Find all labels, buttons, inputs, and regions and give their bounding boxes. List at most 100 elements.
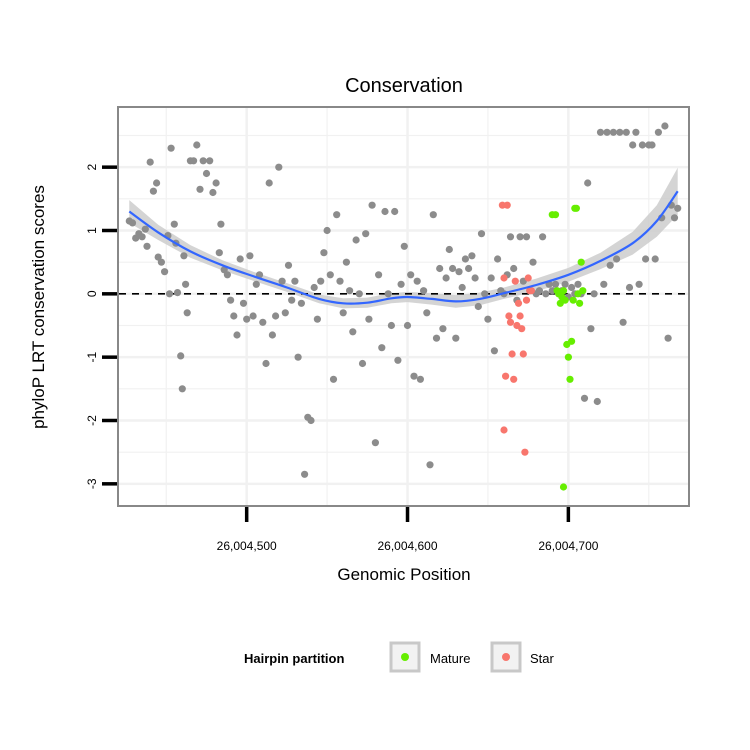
point-other — [529, 258, 537, 266]
y-tick-label: -1 — [85, 352, 99, 363]
point-other — [199, 157, 207, 165]
point-other — [468, 252, 476, 260]
point-other — [423, 309, 431, 317]
point-other — [661, 122, 669, 130]
legend-title: Hairpin partition — [244, 651, 344, 666]
point-other — [307, 416, 315, 425]
point-other — [339, 309, 347, 317]
point-other — [375, 271, 383, 279]
point-mature — [576, 299, 584, 307]
point-other — [452, 334, 460, 342]
point-other — [481, 290, 489, 298]
point-other — [619, 318, 627, 326]
point-star — [521, 448, 529, 456]
point-other — [284, 261, 293, 269]
legend-item-star[interactable]: Star — [490, 641, 555, 673]
point-mature — [568, 337, 576, 345]
point-other — [368, 201, 376, 209]
point-other — [170, 220, 178, 228]
point-other — [568, 283, 576, 292]
point-mature — [559, 287, 568, 295]
x-tick-label: 26,004,600 — [377, 539, 437, 553]
point-other — [243, 315, 251, 323]
point-other — [230, 312, 238, 320]
smooth-line-layer — [128, 190, 679, 305]
point-other — [236, 255, 244, 263]
point-other — [587, 325, 595, 333]
y-tick-label: -2 — [85, 415, 99, 426]
point-mature — [572, 204, 581, 212]
point-other — [580, 394, 589, 402]
point-other — [436, 264, 444, 273]
point-star — [500, 274, 508, 282]
point-mature — [566, 375, 574, 383]
point-other — [212, 179, 220, 187]
point-other — [458, 283, 466, 292]
point-other — [439, 325, 447, 333]
point-star — [510, 375, 518, 383]
point-other — [606, 261, 614, 269]
point-star — [511, 277, 519, 285]
point-other — [403, 321, 412, 330]
point-star — [502, 372, 510, 380]
point-other — [268, 331, 276, 339]
point-other — [149, 187, 157, 195]
point-other — [272, 312, 280, 320]
point-other — [342, 258, 350, 266]
x-axis-title: Genomic Position — [337, 565, 470, 584]
point-other — [474, 302, 482, 311]
point-star — [527, 287, 536, 295]
point-other — [391, 207, 399, 216]
point-other — [138, 233, 146, 241]
point-other — [449, 264, 457, 273]
point-other — [313, 315, 321, 323]
point-other — [336, 277, 344, 285]
point-other — [294, 353, 302, 361]
point-other — [161, 268, 169, 276]
point-other — [642, 255, 650, 263]
legend-item-mature[interactable]: Mature — [389, 641, 470, 673]
point-other — [574, 280, 582, 288]
point-other — [429, 211, 437, 219]
point-other — [326, 271, 334, 279]
point-other — [622, 128, 630, 136]
point-mature — [569, 296, 577, 304]
point-other — [128, 219, 137, 227]
smooth-line — [128, 190, 679, 305]
point-other — [378, 344, 386, 352]
point-other — [143, 242, 151, 250]
point-other — [455, 268, 463, 276]
y-tick-label: 0 — [85, 290, 99, 297]
point-other — [180, 252, 188, 260]
point-other — [670, 214, 679, 222]
y-axis-title: phyloP LRT conservation scores — [29, 185, 48, 429]
point-other — [223, 271, 231, 279]
legend-swatch-star — [502, 653, 510, 661]
point-mature — [551, 211, 560, 219]
point-star — [508, 350, 516, 358]
point-star — [518, 325, 526, 333]
point-other — [310, 283, 318, 292]
plot-panel — [117, 106, 690, 507]
point-other — [278, 277, 286, 285]
point-other — [506, 233, 515, 241]
legend-label-star: Star — [530, 651, 555, 666]
point-other — [329, 375, 338, 383]
point-star — [514, 299, 523, 307]
point-other — [215, 249, 223, 257]
point-other — [365, 315, 373, 323]
point-other — [352, 236, 360, 244]
x-tick-label: 26,004,500 — [217, 539, 277, 553]
point-mature — [579, 287, 587, 295]
point-other — [193, 141, 201, 149]
point-other — [183, 309, 191, 317]
point-other — [416, 375, 424, 383]
point-other — [196, 185, 204, 193]
point-other — [233, 331, 241, 339]
point-other — [590, 290, 598, 298]
point-other — [362, 230, 370, 238]
point-other — [648, 141, 656, 149]
axis-layer: -3 -2 -1 0 1 2 26,004,500 26,004,600 26,004,700 — [85, 164, 599, 553]
point-star — [500, 426, 508, 434]
point-other — [333, 211, 341, 219]
